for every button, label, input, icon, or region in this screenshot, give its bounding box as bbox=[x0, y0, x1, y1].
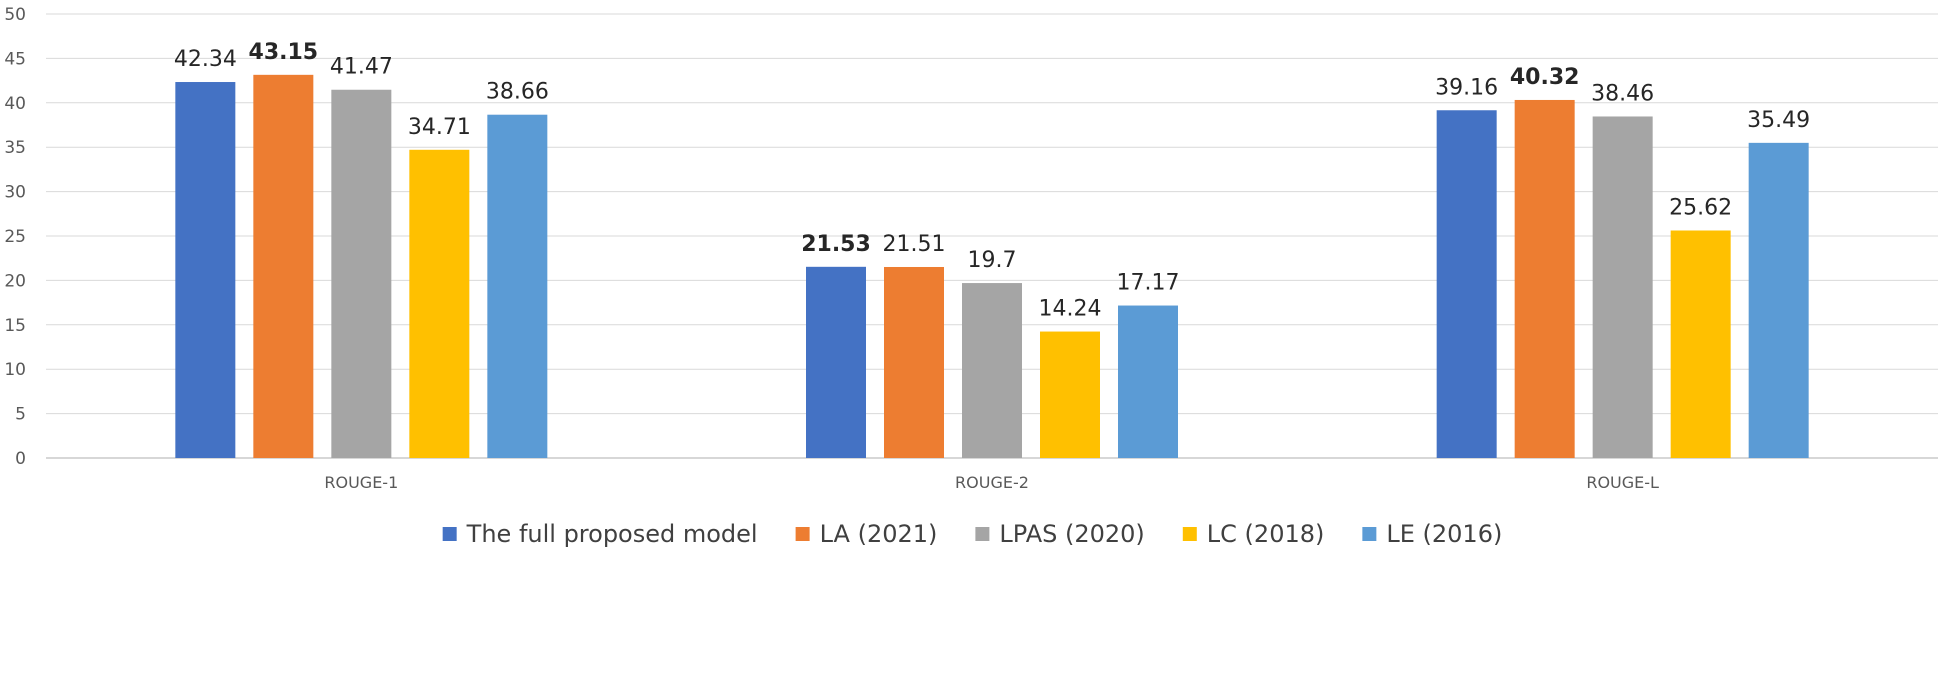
legend-item-0: The full proposed model bbox=[442, 520, 758, 548]
data-label-rouge-2-series-1: 21.51 bbox=[883, 232, 946, 257]
bar-rouge-1-series-3 bbox=[409, 149, 470, 458]
data-label-rouge-1-series-0: 42.34 bbox=[174, 47, 237, 72]
legend-label-0: The full proposed model bbox=[466, 520, 758, 548]
x-category-label-rouge-1: ROUGE-1 bbox=[324, 473, 398, 492]
x-category-label-rouge-2: ROUGE-2 bbox=[955, 473, 1029, 492]
legend-swatch-2 bbox=[975, 527, 990, 541]
bar-rouge-2-series-4 bbox=[1118, 305, 1178, 458]
bar-rouge-1-series-4 bbox=[487, 114, 548, 458]
y-tick-label-15: 15 bbox=[4, 316, 26, 336]
data-label-rouge-1-series-2: 41.47 bbox=[330, 55, 393, 80]
bar-rouge-l-series-1 bbox=[1514, 99, 1575, 458]
legend-label-4: LE (2016) bbox=[1386, 520, 1502, 548]
legend-item-2: LPAS (2020) bbox=[975, 520, 1145, 548]
legend-swatch-4 bbox=[1362, 527, 1377, 541]
y-tick-label-45: 45 bbox=[4, 49, 26, 69]
x-category-label-rouge-l: ROUGE-L bbox=[1586, 473, 1659, 492]
data-label-rouge-1-series-3: 34.71 bbox=[408, 115, 471, 140]
data-label-rouge-2-series-3: 14.24 bbox=[1039, 297, 1102, 322]
data-label-rouge-1-series-4: 38.66 bbox=[486, 80, 549, 105]
y-tick-label-5: 5 bbox=[15, 405, 26, 425]
bar-rouge-1-series-1 bbox=[253, 74, 314, 458]
legend-label-3: LC (2018) bbox=[1207, 520, 1325, 548]
y-tick-label-40: 40 bbox=[4, 94, 26, 114]
bar-rouge-2-series-0 bbox=[806, 266, 866, 458]
legend-swatch-0 bbox=[442, 527, 457, 541]
data-label-rouge-1-series-1: 43.15 bbox=[249, 40, 319, 65]
legend: The full proposed model LA (2021) LPAS (20… bbox=[442, 520, 1502, 548]
y-tick-label-25: 25 bbox=[4, 227, 26, 247]
legend-label-2: LPAS (2020) bbox=[999, 520, 1144, 548]
y-tick-label-10: 10 bbox=[4, 360, 26, 380]
bar-rouge-l-series-3 bbox=[1670, 230, 1731, 458]
data-label-rouge-l-series-1: 40.32 bbox=[1510, 65, 1580, 90]
bar-rouge-2-series-3 bbox=[1040, 331, 1100, 458]
bar-rouge-l-series-2 bbox=[1592, 116, 1653, 459]
y-tick-label-30: 30 bbox=[4, 183, 26, 203]
y-tick-label-20: 20 bbox=[4, 271, 26, 291]
bar-rouge-1-series-0 bbox=[175, 82, 236, 458]
bar-rouge-1-series-2 bbox=[331, 89, 392, 458]
bar-rouge-l-series-4 bbox=[1748, 142, 1809, 458]
legend-item-4: LE (2016) bbox=[1362, 520, 1502, 548]
data-label-rouge-l-series-2: 38.46 bbox=[1591, 81, 1654, 106]
legend-item-3: LC (2018) bbox=[1182, 520, 1325, 548]
data-label-rouge-2-series-0: 21.53 bbox=[801, 232, 871, 257]
data-labels: 42.34 43.15 41.47 34.71 38.66 21.53 21.51 19.7 1… bbox=[174, 40, 1810, 322]
bar-rouge-l-series-0 bbox=[1436, 110, 1497, 458]
data-label-rouge-l-series-4: 35.49 bbox=[1747, 108, 1810, 133]
legend-swatch-3 bbox=[1182, 527, 1197, 541]
y-tick-label-50: 50 bbox=[4, 5, 26, 25]
data-label-rouge-2-series-2: 19.7 bbox=[968, 248, 1017, 273]
data-label-rouge-2-series-4: 17.17 bbox=[1117, 271, 1180, 296]
x-axis-categories: ROUGE-1 ROUGE-2 ROUGE-L bbox=[324, 473, 1659, 492]
data-label-rouge-l-series-3: 25.62 bbox=[1669, 195, 1732, 220]
bar-rouge-2-series-1 bbox=[884, 266, 944, 458]
bar-rouge-2-series-2 bbox=[962, 283, 1022, 458]
y-tick-label-0: 0 bbox=[15, 449, 26, 469]
y-axis-ticks: 0 5 10 15 20 25 30 35 40 45 50 bbox=[4, 5, 26, 469]
legend-item-1: LA (2021) bbox=[795, 520, 938, 548]
y-tick-label-35: 35 bbox=[4, 138, 26, 158]
legend-swatch-1 bbox=[795, 527, 810, 541]
legend-label-1: LA (2021) bbox=[820, 520, 938, 548]
data-label-rouge-l-series-0: 39.16 bbox=[1435, 75, 1498, 100]
bars bbox=[175, 74, 1809, 459]
